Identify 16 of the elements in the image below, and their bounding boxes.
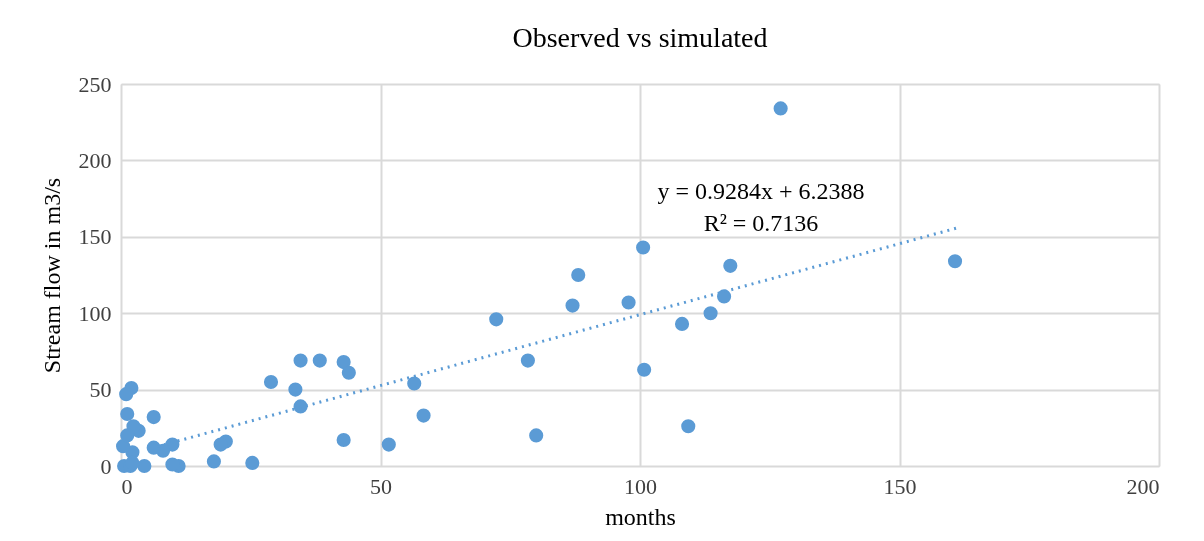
x-tick-label: 50 <box>370 473 392 499</box>
y-tick-label: 100 <box>78 300 112 326</box>
y-tick-label: 0 <box>100 453 112 479</box>
y-tick-label: 50 <box>89 377 112 403</box>
y-tick-label: 150 <box>78 224 112 250</box>
y-tick-label: 250 <box>78 71 112 97</box>
annotation: y = 0.9284x + 6.2388 <box>657 178 865 204</box>
y-tick-label: 200 <box>78 147 112 173</box>
y-axis-title: Stream flow in m3/s <box>38 177 65 374</box>
chart-title: Observed vs simulated <box>512 22 768 53</box>
x-tick-label: 100 <box>624 473 657 499</box>
x-axis-title: months <box>605 503 676 530</box>
x-tick-label: 200 <box>1126 473 1160 499</box>
annotation: R² = 0.7136 <box>703 210 819 236</box>
x-tick-label: 0 <box>121 473 133 499</box>
x-tick-label: 150 <box>883 473 917 499</box>
